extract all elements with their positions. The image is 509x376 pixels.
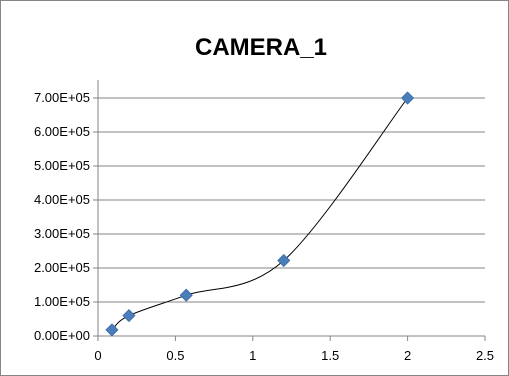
- y-tick-label: 4.00E+05: [34, 192, 90, 207]
- x-tick-label: 2: [404, 348, 411, 363]
- y-tick-label: 0.00E+00: [34, 328, 90, 343]
- x-tick-labels: 0 0.5 1 1.5 2 2.5: [94, 348, 494, 363]
- y-tick-label: 5.00E+05: [34, 158, 90, 173]
- x-tick-label: 1.5: [321, 348, 339, 363]
- chart-title: CAMERA_1: [195, 34, 327, 61]
- x-tick-label: 1: [249, 348, 256, 363]
- y-tick-label: 2.00E+05: [34, 260, 90, 275]
- data-markers: [105, 91, 415, 337]
- y-tick-label: 3.00E+05: [34, 226, 90, 241]
- axes: [93, 80, 486, 341]
- y-tick-labels: 0.00E+00 1.00E+05 2.00E+05 3.00E+05 4.00E+05…: [34, 90, 90, 343]
- y-tick-label: 6.00E+05: [34, 124, 90, 139]
- x-tick-label: 2.5: [476, 348, 494, 363]
- trendline: [111, 97, 408, 331]
- data-point-marker: [401, 91, 415, 105]
- x-tick-label: 0.5: [166, 348, 184, 363]
- gridlines: [98, 97, 485, 303]
- data-point-marker: [105, 323, 119, 337]
- data-point-marker: [277, 253, 291, 268]
- data-point-marker: [122, 309, 136, 323]
- y-tick-label: 7.00E+05: [34, 90, 90, 105]
- y-tick-label: 1.00E+05: [34, 294, 90, 309]
- trendline-curve: [111, 97, 408, 331]
- data-point-marker: [179, 288, 193, 302]
- x-tick-label: 0: [94, 348, 101, 363]
